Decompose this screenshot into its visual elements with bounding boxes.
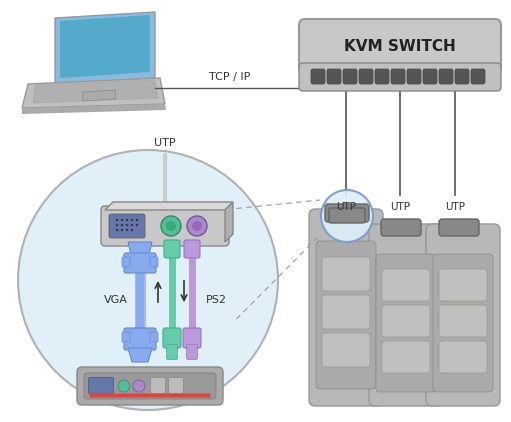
FancyBboxPatch shape: [322, 295, 370, 329]
FancyBboxPatch shape: [455, 69, 469, 84]
Text: UTP: UTP: [390, 202, 410, 212]
FancyBboxPatch shape: [316, 241, 376, 389]
Text: KVM SWITCH: KVM SWITCH: [344, 38, 456, 54]
Circle shape: [121, 219, 123, 221]
FancyBboxPatch shape: [426, 224, 500, 406]
FancyBboxPatch shape: [77, 367, 223, 405]
FancyBboxPatch shape: [311, 69, 325, 84]
Text: VGA: VGA: [104, 295, 128, 305]
Polygon shape: [128, 242, 152, 255]
Circle shape: [126, 229, 128, 231]
Circle shape: [161, 216, 181, 236]
FancyBboxPatch shape: [167, 344, 177, 360]
FancyBboxPatch shape: [309, 209, 383, 406]
FancyBboxPatch shape: [375, 69, 389, 84]
Circle shape: [187, 216, 207, 236]
FancyBboxPatch shape: [150, 332, 158, 342]
Circle shape: [136, 219, 138, 221]
FancyBboxPatch shape: [322, 333, 370, 367]
FancyBboxPatch shape: [376, 254, 436, 392]
Circle shape: [133, 380, 145, 392]
FancyBboxPatch shape: [391, 69, 405, 84]
FancyBboxPatch shape: [88, 378, 113, 393]
FancyBboxPatch shape: [299, 19, 501, 73]
Circle shape: [18, 150, 278, 410]
Circle shape: [131, 219, 133, 221]
FancyBboxPatch shape: [439, 69, 453, 84]
FancyBboxPatch shape: [122, 257, 130, 267]
Circle shape: [116, 229, 118, 231]
FancyBboxPatch shape: [164, 240, 180, 258]
FancyBboxPatch shape: [471, 69, 485, 84]
Polygon shape: [22, 104, 166, 114]
FancyBboxPatch shape: [329, 208, 365, 223]
Circle shape: [121, 229, 123, 231]
Circle shape: [121, 224, 123, 226]
FancyBboxPatch shape: [439, 219, 479, 236]
Circle shape: [131, 224, 133, 226]
FancyBboxPatch shape: [109, 214, 145, 238]
FancyBboxPatch shape: [381, 219, 421, 236]
FancyBboxPatch shape: [325, 204, 369, 222]
FancyBboxPatch shape: [84, 373, 216, 399]
Text: PS2: PS2: [205, 295, 226, 305]
Circle shape: [116, 219, 118, 221]
FancyBboxPatch shape: [124, 328, 156, 350]
FancyBboxPatch shape: [439, 341, 487, 373]
FancyBboxPatch shape: [439, 305, 487, 337]
Circle shape: [126, 224, 128, 226]
Text: UTP: UTP: [154, 138, 176, 148]
FancyBboxPatch shape: [151, 378, 166, 393]
FancyBboxPatch shape: [183, 328, 201, 348]
FancyBboxPatch shape: [187, 344, 197, 360]
Circle shape: [116, 224, 118, 226]
Polygon shape: [128, 348, 152, 362]
FancyBboxPatch shape: [359, 69, 373, 84]
Polygon shape: [60, 15, 150, 78]
Text: UTP: UTP: [336, 202, 356, 212]
Text: TCP / IP: TCP / IP: [210, 72, 251, 82]
FancyBboxPatch shape: [407, 69, 421, 84]
Circle shape: [136, 224, 138, 226]
FancyBboxPatch shape: [343, 69, 357, 84]
FancyBboxPatch shape: [439, 269, 487, 301]
FancyBboxPatch shape: [382, 341, 430, 373]
FancyBboxPatch shape: [122, 332, 130, 342]
FancyBboxPatch shape: [299, 63, 501, 91]
FancyBboxPatch shape: [369, 224, 443, 406]
Circle shape: [321, 190, 373, 242]
Polygon shape: [22, 78, 165, 108]
Polygon shape: [33, 80, 158, 103]
FancyBboxPatch shape: [184, 240, 200, 258]
FancyBboxPatch shape: [382, 305, 430, 337]
Circle shape: [192, 221, 202, 231]
Circle shape: [118, 380, 130, 392]
FancyBboxPatch shape: [433, 254, 493, 392]
Polygon shape: [225, 202, 233, 242]
Text: UTP: UTP: [445, 202, 465, 212]
Polygon shape: [55, 12, 155, 84]
FancyBboxPatch shape: [150, 257, 158, 267]
Circle shape: [126, 219, 128, 221]
FancyBboxPatch shape: [423, 69, 437, 84]
FancyBboxPatch shape: [169, 378, 183, 393]
FancyBboxPatch shape: [382, 269, 430, 301]
Circle shape: [166, 221, 176, 231]
Circle shape: [131, 229, 133, 231]
Polygon shape: [105, 202, 233, 210]
FancyBboxPatch shape: [327, 69, 341, 84]
FancyBboxPatch shape: [89, 393, 211, 398]
FancyBboxPatch shape: [163, 328, 181, 348]
Polygon shape: [82, 90, 116, 101]
FancyBboxPatch shape: [322, 257, 370, 291]
FancyBboxPatch shape: [101, 206, 229, 246]
FancyBboxPatch shape: [124, 253, 156, 273]
